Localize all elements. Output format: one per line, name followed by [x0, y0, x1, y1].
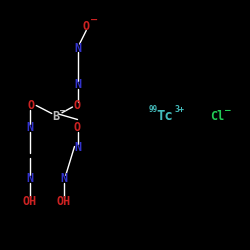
Text: N: N: [74, 141, 81, 154]
Text: N: N: [60, 172, 67, 185]
Text: O: O: [74, 121, 81, 134]
Text: N: N: [26, 121, 34, 134]
Text: OH: OH: [56, 195, 71, 208]
Text: N: N: [74, 78, 81, 92]
Text: N: N: [26, 172, 34, 185]
Text: Cl: Cl: [210, 110, 224, 123]
Text: −: −: [59, 106, 67, 116]
Text: OH: OH: [23, 195, 37, 208]
Text: −: −: [90, 15, 98, 25]
Text: 99: 99: [148, 105, 158, 114]
Text: O: O: [28, 99, 35, 112]
Text: N: N: [74, 42, 81, 54]
Text: B: B: [53, 110, 60, 123]
Text: O: O: [74, 99, 81, 112]
Text: 3+: 3+: [174, 105, 184, 114]
Text: O: O: [83, 20, 90, 33]
Text: −: −: [223, 106, 231, 115]
Text: Tc: Tc: [156, 109, 174, 123]
